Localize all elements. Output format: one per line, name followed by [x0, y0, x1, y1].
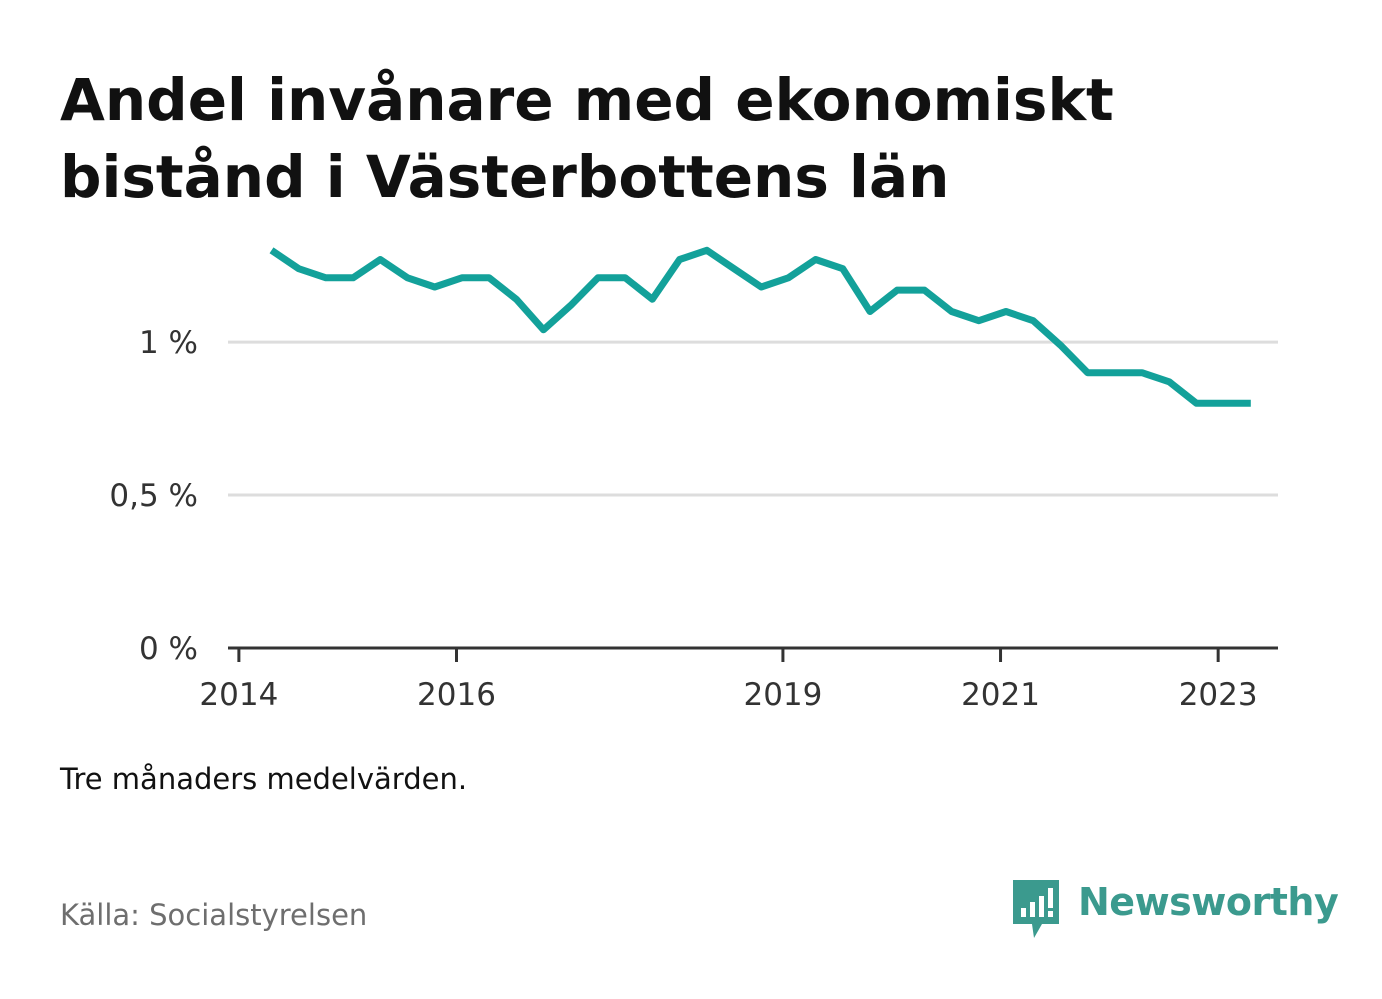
x-tick-label: 2019 — [743, 677, 822, 713]
data-point — [897, 290, 898, 291]
brand-name: Newsworthy — [1078, 880, 1339, 924]
data-point — [461, 277, 462, 278]
data-point — [407, 277, 408, 278]
newsworthy-logo-icon — [1010, 878, 1062, 945]
y-tick-label: 1 % — [139, 325, 198, 361]
x-tick-label: 2023 — [1179, 677, 1258, 713]
data-point — [706, 250, 707, 251]
y-tick-label: 0 % — [139, 631, 198, 667]
series-layer — [269, 246, 1251, 407]
y-axis-labels: 0 % 0,5 % 1 % — [109, 325, 198, 667]
data-point — [543, 329, 544, 330]
source-label: Källa: Socialstyrelsen — [60, 898, 368, 932]
data-point — [788, 277, 789, 278]
x-tick-label: 2021 — [961, 677, 1040, 713]
data-point — [1141, 372, 1142, 373]
x-tick-label: 2014 — [199, 677, 278, 713]
data-point — [298, 268, 299, 269]
data-point — [271, 250, 272, 251]
data-point — [625, 277, 626, 278]
data-point — [869, 311, 870, 312]
chart-note: Tre månaders medelvärden. — [60, 762, 468, 796]
data-point — [570, 305, 571, 306]
data-point — [1114, 372, 1115, 373]
data-point — [679, 259, 680, 260]
data-point — [733, 268, 734, 269]
data-point — [1005, 311, 1006, 312]
y-tick-label: 0,5 % — [109, 478, 198, 514]
data-point — [761, 287, 762, 288]
data-point — [489, 277, 490, 278]
series-line — [269, 246, 1251, 407]
x-tick-label: 2016 — [417, 677, 496, 713]
brand-logo[interactable]: Newsworthy — [1010, 878, 1339, 945]
data-point — [1060, 345, 1061, 346]
x-axis: 2014 2016 2019 2021 2023 — [199, 646, 1278, 713]
data-point — [978, 320, 979, 321]
data-point — [1033, 320, 1034, 321]
data-point — [1087, 372, 1088, 373]
data-point — [1223, 403, 1224, 404]
data-point — [597, 277, 598, 278]
data-point — [434, 287, 435, 288]
data-point — [1169, 381, 1170, 382]
data-point — [1250, 403, 1251, 404]
chart-title: Andel invånare med ekonomiskt bistånd i … — [60, 66, 1114, 211]
data-point — [815, 259, 816, 260]
data-point — [516, 299, 517, 300]
data-point — [842, 268, 843, 269]
data-point — [652, 299, 653, 300]
data-point — [380, 259, 381, 260]
data-point — [1196, 403, 1197, 404]
data-point — [353, 277, 354, 278]
data-point — [924, 290, 925, 291]
gridlines — [228, 340, 1278, 497]
data-point — [951, 311, 952, 312]
data-point — [325, 277, 326, 278]
